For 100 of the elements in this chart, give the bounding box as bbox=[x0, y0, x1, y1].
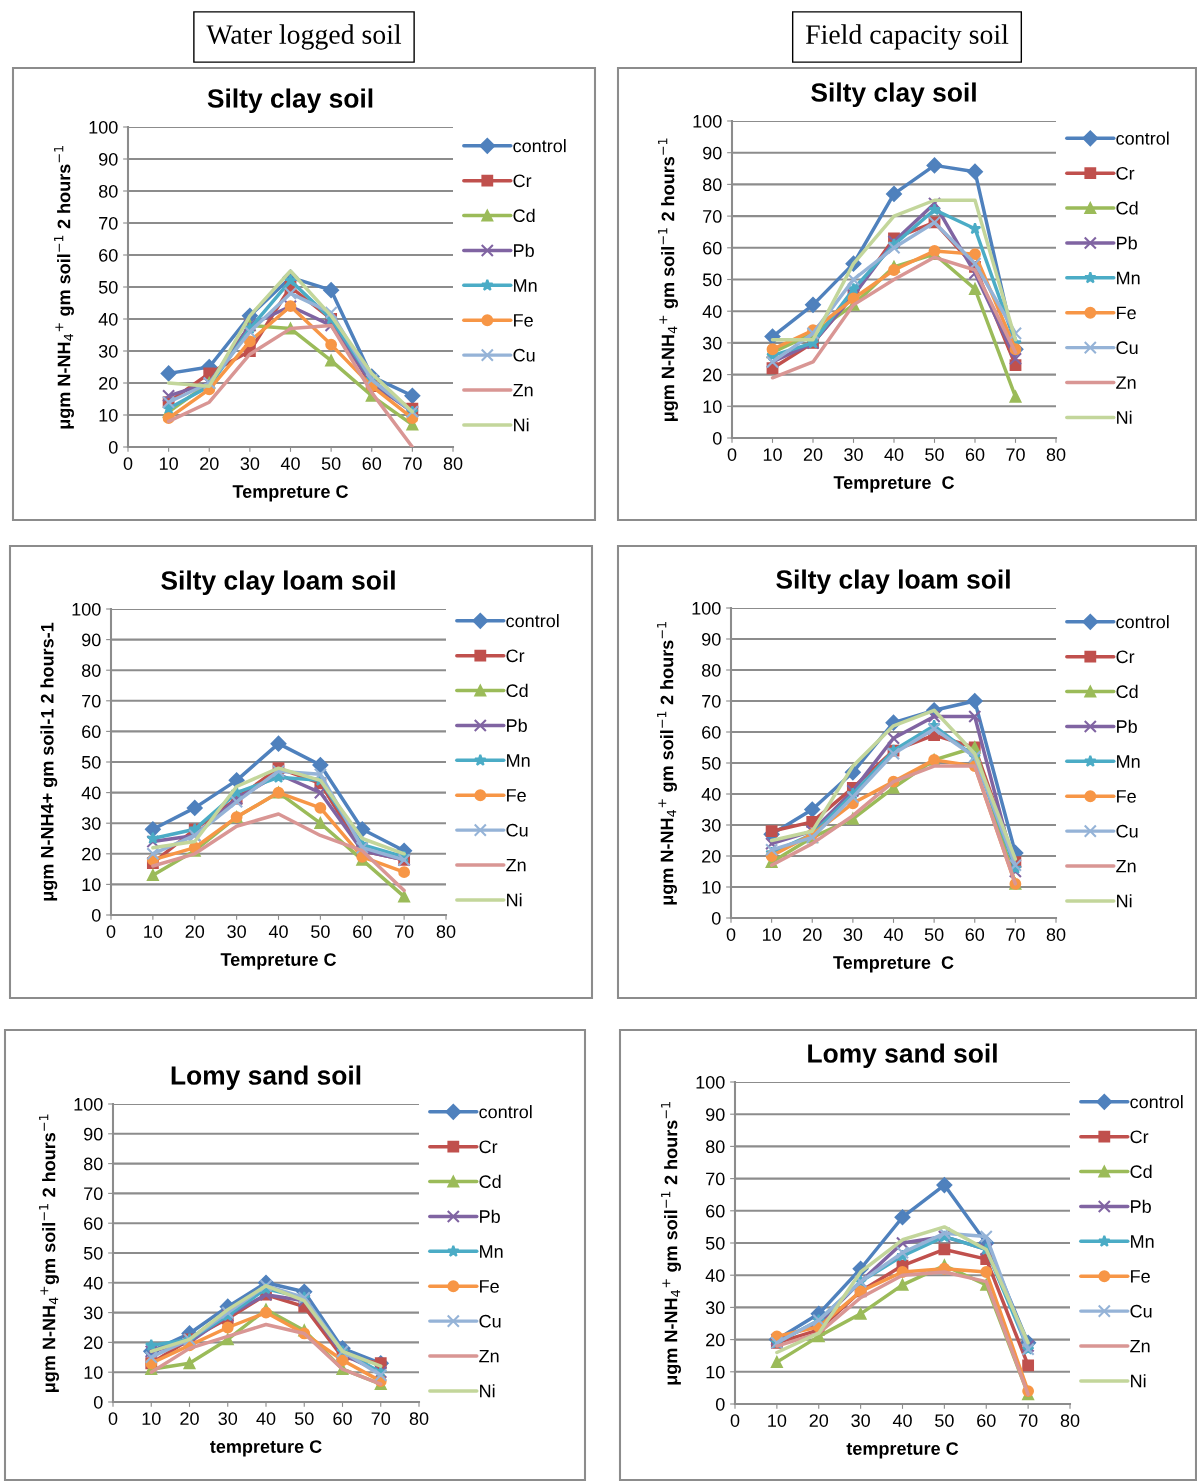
legend-label: Pb bbox=[480, 1209, 500, 1223]
legend-label: Zn bbox=[1130, 1339, 1150, 1353]
x-axis-title: Tempreture C bbox=[833, 956, 954, 973]
x-axis-title: Tempreture C bbox=[833, 476, 955, 493]
y-tick-label: 60 bbox=[703, 241, 722, 255]
x-tick-label: 50 bbox=[925, 448, 944, 461]
y-tick-label: 60 bbox=[706, 1204, 725, 1218]
x-tick-label: 0 bbox=[727, 448, 737, 461]
legend-label: Cr bbox=[479, 1140, 498, 1154]
y-axis-title: μgm N-NH$_{4}$$^{+}$ gm soil$^{−1}$ 2 hours$^{−1}$ bbox=[54, 146, 74, 429]
chart-title: Lomy sand soil bbox=[808, 1043, 997, 1069]
x-tick-label: 80 bbox=[436, 925, 456, 938]
legend-label: Pb bbox=[1117, 719, 1137, 733]
x-tick-label: 40 bbox=[883, 928, 903, 941]
y-tick-label: 100 bbox=[74, 1097, 103, 1111]
x-tick-label: 30 bbox=[851, 1414, 870, 1427]
x-tick-label: 20 bbox=[200, 457, 219, 470]
x-tick-label: 0 bbox=[730, 1414, 740, 1427]
y-axis-title: μgm N-NH$_{4}$$^{+}$ gm soil$^{−1}$ 2 hours$^{−1}$ bbox=[658, 138, 678, 421]
legend-label: Fe bbox=[514, 314, 533, 327]
legend-label: Cd bbox=[479, 1174, 501, 1189]
y-axis-title: μgm N-NH$_{4}$$^{+}$gm soil$^{−1}$ 2 hours$^{−1}$ bbox=[39, 1114, 59, 1392]
legend-label: Zn bbox=[506, 858, 526, 872]
x-axis-title: Tempreture C bbox=[220, 953, 337, 970]
x-tick-label: 80 bbox=[1046, 448, 1066, 461]
x-tick-label: 40 bbox=[256, 1412, 276, 1425]
legend-label: Cu bbox=[1130, 1304, 1152, 1318]
chart-subtitle: Field capacity soil bbox=[805, 24, 1009, 50]
y-tick-label: 60 bbox=[84, 1217, 103, 1230]
y-tick-label: 80 bbox=[81, 664, 101, 677]
y-tick-label: 70 bbox=[82, 694, 101, 708]
legend-label: Cd bbox=[513, 208, 535, 223]
legend-label: control bbox=[1116, 615, 1169, 629]
legend-label: Pb bbox=[1131, 1199, 1151, 1213]
x-tick-label: 20 bbox=[180, 1412, 199, 1425]
legend-label: Cr bbox=[1116, 166, 1135, 180]
legend-label: control bbox=[506, 614, 559, 628]
x-axis-title: tempreture C bbox=[846, 1442, 959, 1459]
x-tick-label: 20 bbox=[803, 928, 822, 941]
y-tick-label: 80 bbox=[705, 1140, 725, 1154]
x-tick-label: 60 bbox=[353, 925, 372, 938]
y-tick-label: 0 bbox=[712, 431, 722, 445]
legend-label: Fe bbox=[1131, 1270, 1150, 1283]
y-tick-label: 30 bbox=[702, 336, 722, 350]
y-tick-label: 40 bbox=[701, 787, 721, 801]
y-tick-label: 70 bbox=[703, 210, 722, 223]
y-tick-label: 80 bbox=[701, 663, 721, 677]
legend-label: Mn bbox=[1117, 755, 1140, 768]
y-tick-label: 30 bbox=[701, 818, 721, 832]
x-tick-label: 40 bbox=[268, 925, 288, 938]
y-tick-label: 10 bbox=[706, 1365, 725, 1379]
x-axis-title: tempreture C bbox=[210, 1440, 322, 1457]
y-tick-label: 0 bbox=[715, 1397, 725, 1411]
y-tick-label: 60 bbox=[82, 725, 101, 739]
y-tick-label: 90 bbox=[99, 152, 118, 166]
x-tick-label: 30 bbox=[240, 457, 260, 470]
y-tick-label: 30 bbox=[83, 1306, 103, 1320]
y-tick-label: 50 bbox=[702, 273, 722, 287]
y-tick-label: 50 bbox=[81, 755, 101, 769]
legend-label: Zn bbox=[513, 383, 533, 397]
y-tick-label: 30 bbox=[98, 344, 118, 358]
x-axis-title: Tempreture C bbox=[232, 485, 349, 502]
legend-label: Cd bbox=[1130, 1164, 1152, 1179]
legend-label: Ni bbox=[1117, 410, 1132, 424]
x-tick-label: 60 bbox=[333, 1412, 352, 1425]
y-axis-title: μgm N-NH$_{4}$$^{+}$ gm soil$^{−1}$ 2 hours$^{−1}$ bbox=[657, 622, 677, 905]
legend-label: Cu bbox=[1116, 341, 1138, 355]
legend-label: Cu bbox=[479, 1314, 501, 1328]
x-tick-label: 80 bbox=[409, 1412, 429, 1425]
legend-label: Cu bbox=[506, 823, 528, 837]
y-tick-label: 20 bbox=[703, 368, 722, 382]
x-tick-label: 50 bbox=[924, 928, 944, 941]
y-tick-label: 80 bbox=[98, 184, 118, 198]
legend-label: control bbox=[513, 139, 566, 153]
x-tick-label: 80 bbox=[1046, 928, 1066, 941]
legend-label: Cr bbox=[1130, 1130, 1149, 1144]
x-tick-label: 20 bbox=[809, 1414, 829, 1427]
chart-title: Silty clay loam soil bbox=[161, 570, 395, 596]
y-tick-label: 100 bbox=[693, 114, 722, 128]
x-tick-label: 0 bbox=[123, 457, 133, 470]
y-tick-label: 10 bbox=[703, 400, 722, 414]
x-tick-label: 30 bbox=[844, 448, 863, 461]
y-tick-label: 50 bbox=[705, 1236, 725, 1250]
y-tick-label: 100 bbox=[696, 1075, 725, 1089]
x-tick-label: 30 bbox=[843, 928, 863, 941]
x-tick-label: 40 bbox=[892, 1414, 912, 1427]
y-tick-label: 90 bbox=[706, 1108, 725, 1121]
x-tick-label: 50 bbox=[311, 925, 330, 938]
y-tick-label: 0 bbox=[91, 908, 101, 922]
y-tick-label: 30 bbox=[81, 817, 101, 830]
x-tick-label: 10 bbox=[159, 457, 178, 470]
x-tick-label: 60 bbox=[965, 928, 985, 941]
x-tick-label: 50 bbox=[321, 457, 341, 470]
legend-label: Mn bbox=[507, 754, 530, 767]
y-tick-label: 40 bbox=[98, 312, 118, 326]
y-tick-label: 90 bbox=[703, 146, 722, 160]
legend-label: Pb bbox=[507, 718, 527, 732]
legend-label: control bbox=[479, 1105, 532, 1119]
y-tick-label: 60 bbox=[702, 725, 721, 739]
chart-title: Silty clay loam soil bbox=[776, 569, 1010, 595]
